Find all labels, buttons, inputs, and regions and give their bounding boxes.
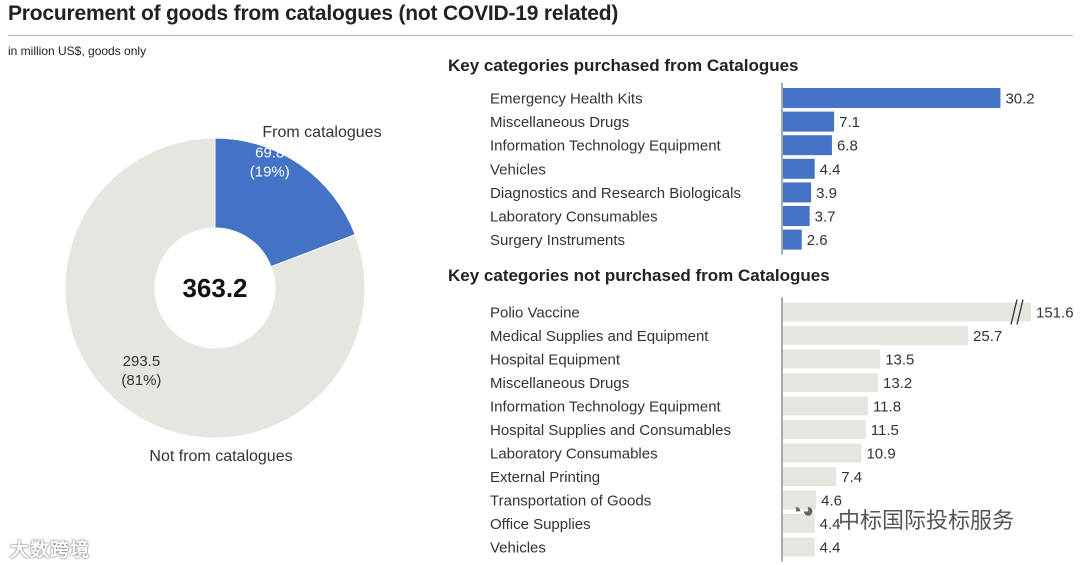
units-note: in million US$, goods only bbox=[8, 44, 147, 58]
catalogue-value-label: 4.4 bbox=[820, 161, 841, 178]
catalogue-category-label: Information Technology Equipment bbox=[490, 138, 722, 155]
pie-legend-not-from-catalogues: Not from catalogues bbox=[149, 448, 292, 465]
non-catalogue-category-label: External Printing bbox=[490, 469, 600, 486]
watermark-right: 中标国际投标服务 bbox=[838, 508, 1015, 533]
non-catalogue-category-label: Medical Supplies and Equipment bbox=[490, 328, 709, 345]
non-catalogue-category-label: Polio Vaccine bbox=[490, 305, 580, 322]
non-catalogue-axis-break-mark bbox=[1016, 299, 1024, 325]
catalogue-category-label: Diagnostics and Research Biologicals bbox=[490, 185, 741, 202]
non-catalogue-value-label: 13.5 bbox=[885, 352, 914, 369]
non-catalogue-chart-title: Key categories not purchased from Catalo… bbox=[448, 266, 830, 285]
non-catalogue-value-label: 4.6 bbox=[821, 493, 842, 510]
title-divider bbox=[8, 35, 1073, 36]
catalogue-value-label: 2.6 bbox=[807, 232, 828, 249]
non-catalogue-category-label: Hospital Equipment bbox=[490, 352, 621, 369]
non-catalogue-bar bbox=[783, 373, 879, 392]
non-catalogue-bar bbox=[783, 443, 862, 463]
non-catalogue-bar bbox=[783, 467, 837, 486]
non-catalogue-category-label: Transportation of Goods bbox=[490, 493, 651, 510]
non-catalogue-bar bbox=[783, 514, 815, 533]
pie-legend-from-catalogues: From catalogues bbox=[262, 124, 381, 141]
catalogue-bar bbox=[783, 135, 832, 156]
catalogue-bar bbox=[783, 206, 810, 226]
catalogue-bar bbox=[783, 158, 815, 179]
non-catalogue-value-label: 151.6 bbox=[1036, 305, 1074, 322]
non-catalogue-value-label: 4.4 bbox=[820, 516, 841, 533]
catalogue-category-label: Vehicles bbox=[490, 161, 546, 178]
non-catalogue-bar bbox=[783, 302, 1031, 322]
pie-value-label-0: 69.8 bbox=[255, 145, 284, 162]
non-catalogue-bar bbox=[783, 349, 881, 369]
non-catalogue-value-label: 13.2 bbox=[883, 375, 912, 392]
non-catalogue-axis-break-mark bbox=[1010, 299, 1018, 325]
non-catalogue-value-label: 25.7 bbox=[973, 328, 1002, 345]
non-catalogue-value-label: 4.4 bbox=[820, 540, 841, 557]
pie-value-label-1: 293.5 bbox=[123, 353, 161, 370]
catalogue-value-label: 3.9 bbox=[816, 185, 837, 202]
non-catalogue-category-label: Information Technology Equipment bbox=[490, 399, 722, 416]
wechat-icon: ◔◕ bbox=[790, 500, 815, 522]
non-catalogue-category-label: Office Supplies bbox=[490, 516, 591, 533]
pie-total-label: 363.2 bbox=[182, 273, 247, 303]
catalogue-bar bbox=[783, 182, 812, 203]
catalogue-category-label: Miscellaneous Drugs bbox=[490, 114, 629, 131]
non-catalogue-value-label: 7.4 bbox=[841, 469, 862, 486]
catalogue-category-label: Surgery Instruments bbox=[490, 232, 625, 249]
non-catalogue-value-label: 10.9 bbox=[866, 446, 895, 463]
non-catalogue-category-label: Laboratory Consumables bbox=[490, 446, 658, 463]
non-catalogue-category-label: Miscellaneous Drugs bbox=[490, 375, 629, 392]
catalogue-value-label: 6.8 bbox=[837, 138, 858, 155]
pie-slice-0 bbox=[214, 137, 356, 268]
catalogue-category-label: Emergency Health Kits bbox=[490, 91, 643, 108]
catalogue-category-label: Laboratory Consumables bbox=[490, 209, 658, 226]
catalogue-value-label: 7.1 bbox=[839, 114, 860, 131]
page-title: Procurement of goods from catalogues (no… bbox=[8, 2, 619, 25]
non-catalogue-category-label: Hospital Supplies and Consumables bbox=[490, 422, 731, 439]
non-catalogue-bar bbox=[783, 420, 866, 439]
catalogue-bar bbox=[783, 229, 802, 250]
non-catalogue-bar bbox=[783, 396, 868, 416]
non-catalogue-bar bbox=[783, 537, 815, 557]
non-catalogue-value-label: 11.8 bbox=[873, 399, 901, 416]
pie-slice-1 bbox=[64, 137, 366, 439]
catalogue-bar bbox=[783, 88, 1001, 108]
non-catalogue-category-label: Vehicles bbox=[490, 540, 546, 557]
catalogue-value-label: 30.2 bbox=[1005, 91, 1034, 108]
non-catalogue-bar bbox=[783, 490, 817, 510]
pie-pct-label-1: (81%) bbox=[121, 372, 161, 389]
watermark-left: 大数跨境 bbox=[10, 540, 91, 561]
pie-pct-label-0: (19%) bbox=[250, 164, 290, 181]
catalogue-chart-title: Key categories purchased from Catalogues bbox=[448, 56, 799, 75]
catalogue-bar bbox=[783, 111, 835, 132]
non-catalogue-bar bbox=[783, 326, 969, 345]
catalogue-value-label: 3.7 bbox=[815, 209, 836, 226]
non-catalogue-value-label: 11.5 bbox=[871, 422, 899, 439]
